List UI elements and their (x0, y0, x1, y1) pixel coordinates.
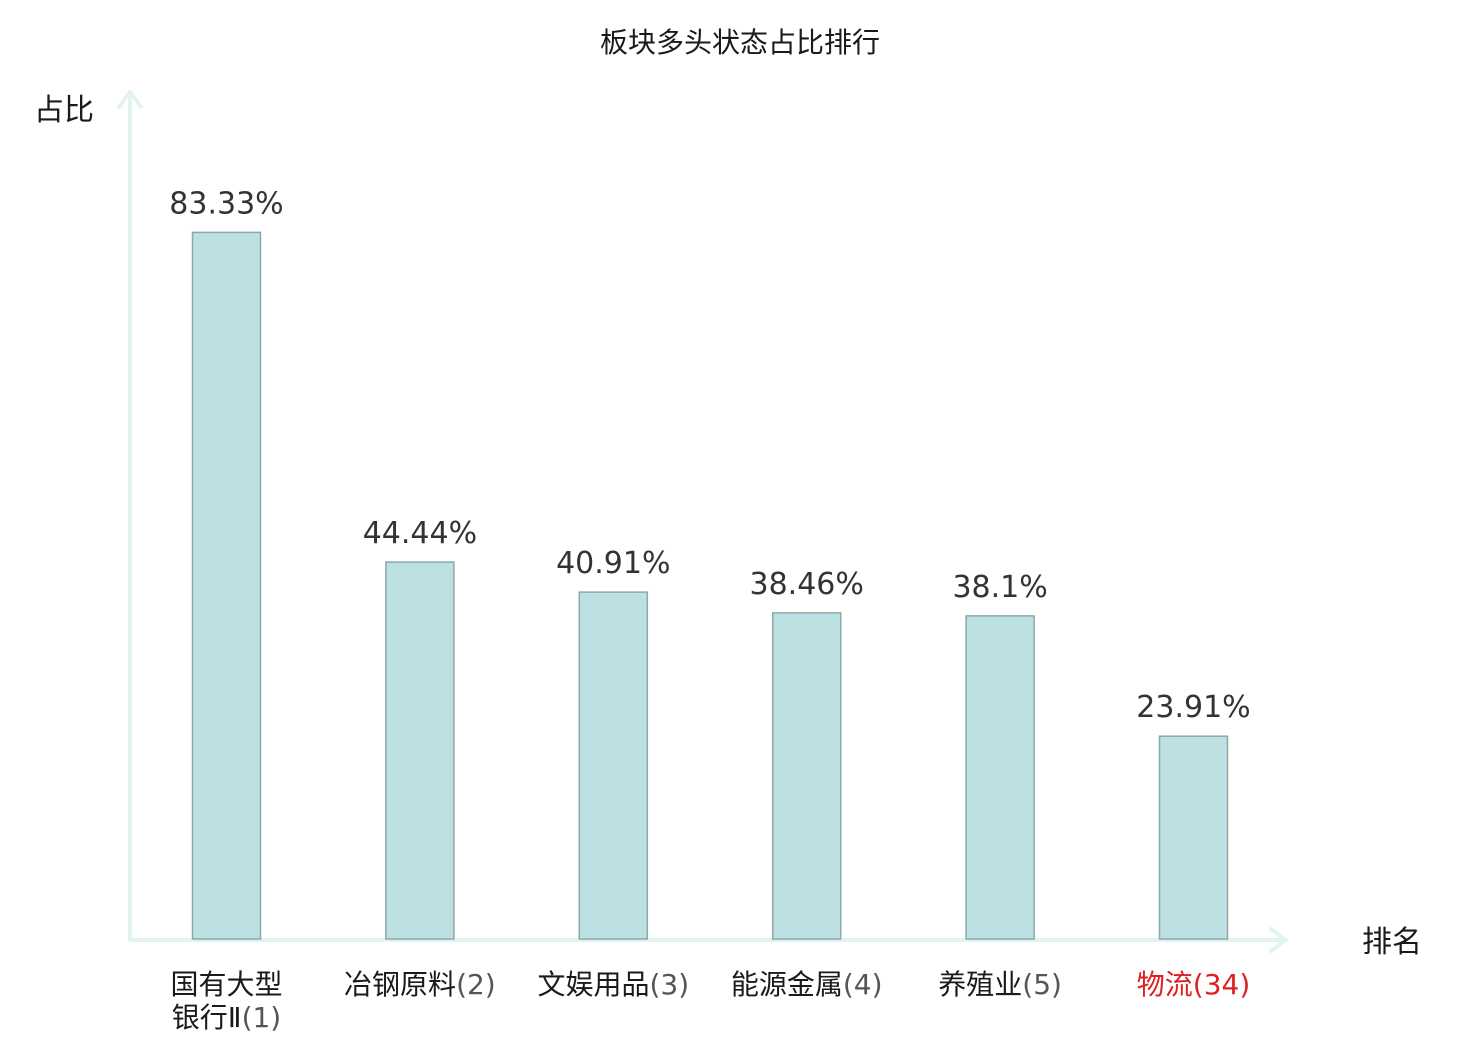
x-tick-label: 能源金属(4) (731, 968, 883, 1001)
x-tick-label: 银行Ⅱ(1) (172, 1001, 281, 1034)
bar (385, 561, 455, 940)
category-name: 养殖业 (938, 968, 1022, 1001)
category-rank: (2) (456, 968, 496, 1001)
category-rank: (5) (1022, 968, 1062, 1001)
category-rank: (3) (649, 968, 689, 1001)
x-tick-label: 养殖业(5) (938, 968, 1062, 1001)
category-name: 物流 (1137, 968, 1193, 1001)
bar (771, 612, 842, 940)
category-name: 国有大型 (170, 968, 282, 1001)
bar-value-label: 44.44% (363, 516, 477, 551)
bar-value-label: 38.46% (750, 567, 864, 602)
bar (191, 231, 262, 940)
category-name: 银行Ⅱ (172, 1001, 242, 1034)
category-rank: (4) (843, 968, 883, 1001)
x-tick-label: 冶钢原料(2) (344, 968, 496, 1001)
x-tick-label: 国有大型 (170, 968, 282, 1001)
category-rank: (1) (242, 1001, 282, 1034)
bar-value-label: 23.91% (1136, 690, 1250, 725)
category-name: 文娱用品 (537, 968, 649, 1001)
x-axis-label: 排名 (1362, 925, 1422, 960)
category-rank: (34) (1193, 968, 1250, 1001)
category-name: 冶钢原料 (344, 968, 456, 1001)
category-name: 能源金属 (731, 968, 843, 1001)
bar (1158, 735, 1229, 940)
bars (191, 231, 1229, 940)
bar-value-label: 38.1% (952, 570, 1047, 605)
bar (965, 615, 1035, 940)
x-axis-arrow (1269, 927, 1288, 953)
bar (578, 591, 649, 940)
x-tick-label: 物流(34) (1137, 968, 1251, 1001)
chart-title: 板块多头状态占比排行 (600, 26, 880, 59)
bar-value-label: 40.91% (556, 546, 670, 581)
x-tick-label: 文娱用品(3) (537, 968, 689, 1001)
axes (117, 90, 1288, 953)
y-axis-arrow (117, 90, 143, 109)
value-labels: 83.33% 44.44% 40.91% 38.46% 38.1% 23.91% (169, 186, 1250, 725)
bar-value-label: 83.33% (169, 186, 283, 221)
y-axis-label: 占比 (34, 93, 94, 128)
